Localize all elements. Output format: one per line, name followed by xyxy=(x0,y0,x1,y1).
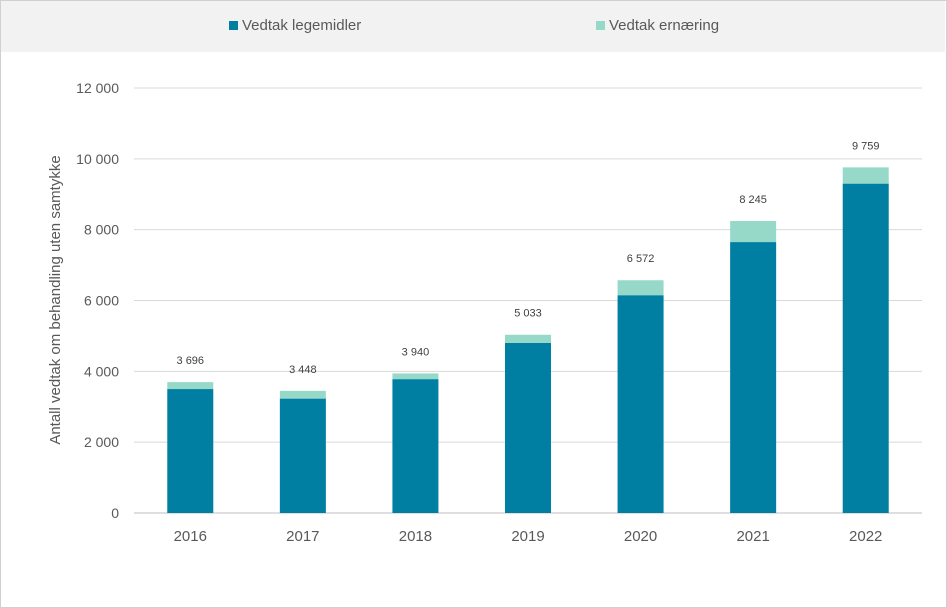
x-tick-label-2016: 2016 xyxy=(174,528,207,545)
y-tick-label-4: 8 000 xyxy=(84,222,119,238)
total-label-2017: 3 448 xyxy=(289,364,317,376)
legend-swatch-legemidler xyxy=(229,21,238,30)
y-tick-label-6: 12 000 xyxy=(76,80,119,96)
bar-legemidler-2017 xyxy=(279,398,326,513)
bar-legemidler-2022 xyxy=(842,183,889,513)
total-label-2018: 3 940 xyxy=(402,346,430,358)
x-tick-label-2018: 2018 xyxy=(399,528,432,545)
y-axis: 0 2 000 4 000 6 000 8 000 10 000 12 000 xyxy=(76,80,119,521)
bar-ernaering-2019 xyxy=(505,334,551,343)
bar-ernaering-2016 xyxy=(167,382,214,390)
y-tick-label-3: 6 000 xyxy=(84,293,119,309)
bar-ernaering-2020 xyxy=(617,280,664,296)
y-tick-label-2: 4 000 xyxy=(84,363,119,379)
legend-item-legemidler: Vedtak legemidler xyxy=(229,17,361,34)
total-label-2021: 8 245 xyxy=(739,194,767,206)
legend-label-ernaering: Vedtak ernæring xyxy=(609,17,720,34)
bar-legemidler-2020 xyxy=(617,295,664,513)
bar-ernaering-2021 xyxy=(730,220,777,243)
x-axis: 2016 2017 2018 2019 2020 2021 2022 xyxy=(174,528,883,545)
y-tick-label-1: 2 000 xyxy=(84,434,119,450)
bar-ernaering-2017 xyxy=(279,390,326,399)
legend-label-legemidler: Vedtak legemidler xyxy=(242,17,362,34)
y-axis-label: Antall vedtak om behandling uten samtykk… xyxy=(47,155,64,444)
bar-legemidler-2018 xyxy=(392,379,439,513)
bar-legemidler-2021 xyxy=(730,242,777,513)
legend: Vedtak legemidler Vedtak ernæring xyxy=(1,1,945,52)
y-tick-label-0: 0 xyxy=(111,505,119,521)
x-tick-label-2019: 2019 xyxy=(511,528,544,545)
legend-swatch-ernaering xyxy=(596,21,605,30)
x-tick-label-2021: 2021 xyxy=(736,528,769,545)
data-labels: 3 696 3 448 3 940 5 033 6 572 8 245 9 759 xyxy=(177,140,880,376)
bar-ernaering-2018 xyxy=(392,373,439,380)
total-label-2016: 3 696 xyxy=(177,355,205,367)
legend-item-ernaering: Vedtak ernæring xyxy=(596,17,719,34)
total-label-2020: 6 572 xyxy=(627,253,655,265)
bar-ernaering-2022 xyxy=(842,167,889,184)
total-label-2019: 5 033 xyxy=(514,308,542,320)
x-tick-label-2022: 2022 xyxy=(849,528,882,545)
total-label-2022: 9 759 xyxy=(852,140,880,152)
bars xyxy=(167,167,889,513)
bar-legemidler-2016 xyxy=(167,389,214,513)
x-tick-label-2017: 2017 xyxy=(286,528,319,545)
y-tick-label-5: 10 000 xyxy=(76,151,119,167)
x-tick-label-2020: 2020 xyxy=(624,528,657,545)
bar-legemidler-2019 xyxy=(505,343,551,513)
